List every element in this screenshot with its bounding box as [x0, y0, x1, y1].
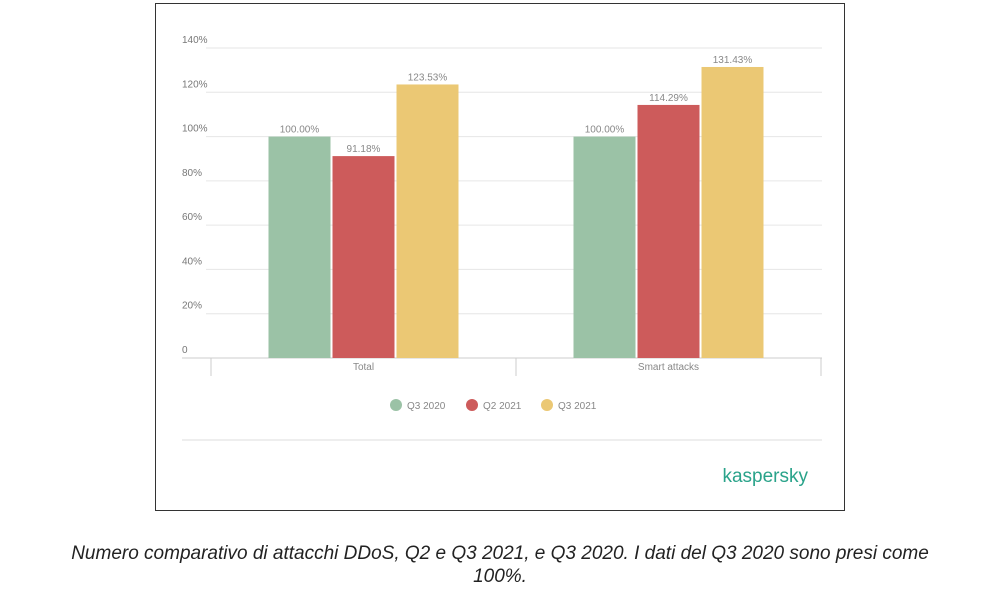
legend-swatch-q3-2021: [541, 399, 553, 411]
data-label: 123.53%: [408, 72, 448, 83]
bar-q3-2020: [268, 136, 331, 358]
y-tick-label: 80%: [182, 168, 202, 179]
y-tick-label: 0: [182, 345, 188, 356]
legend-label: Q3 2021: [558, 401, 597, 412]
caption-line-1: Numero comparativo di attacchi DDoS, Q2 …: [71, 543, 929, 564]
legend-label: Q3 2020: [407, 401, 446, 412]
y-tick-label: 100%: [182, 124, 208, 135]
y-tick-label: 120%: [182, 79, 208, 90]
data-label: 131.43%: [713, 55, 753, 66]
bar-chart: 0 20% 40% 60% 80% 100% 120% 140% 100.00% 91.18% 12…: [182, 35, 822, 487]
legend-swatch-q3-2020: [390, 399, 402, 411]
chart-frame: 0 20% 40% 60% 80% 100% 120% 140% 100.00% 91.18% 12…: [155, 3, 845, 511]
data-label: 91.18%: [347, 144, 381, 155]
x-tick-label: Smart attacks: [638, 362, 699, 373]
y-tick-label: 40%: [182, 256, 202, 267]
bar-q3-2020: [573, 136, 636, 358]
legend-swatch-q2-2021: [466, 399, 478, 411]
legend-label: Q2 2021: [483, 401, 522, 412]
data-label: 100.00%: [280, 125, 320, 136]
y-tick-label: 20%: [182, 301, 202, 312]
figure-caption: Numero comparativo di attacchi DDoS, Q2 …: [0, 542, 1000, 588]
x-tick-label: Total: [353, 362, 374, 373]
bar-q2-2021: [637, 104, 700, 358]
kaspersky-logo: kaspersky: [722, 466, 808, 487]
y-tick-label: 140%: [182, 35, 208, 46]
caption-line-2: 100%.: [473, 566, 527, 587]
bar-q3-2021: [396, 84, 459, 358]
y-tick-label: 60%: [182, 212, 202, 223]
bar-q3-2021: [701, 66, 764, 358]
bar-q2-2021: [332, 156, 395, 358]
data-label: 100.00%: [585, 125, 625, 136]
data-label: 114.29%: [649, 93, 688, 104]
